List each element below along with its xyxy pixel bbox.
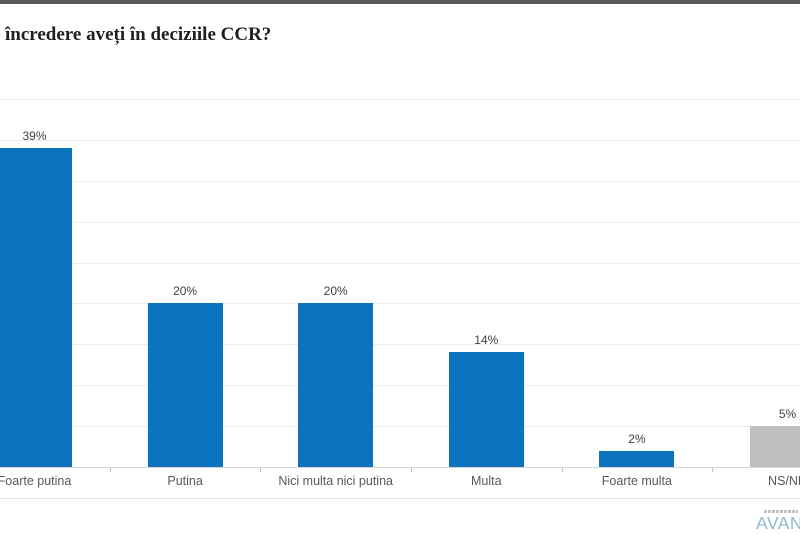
category-label-multa: Multa (471, 474, 502, 488)
gridline-30pct (0, 222, 800, 223)
bar-value-label-putina: 20% (173, 284, 198, 299)
logo-caption (764, 510, 798, 513)
avangarde-logo: AVAN (756, 508, 800, 534)
x-axis-tick (411, 468, 412, 472)
gridline-40pct (0, 140, 800, 141)
category-label-ns-nr: NS/NR (768, 474, 800, 488)
top-edge-strip (0, 0, 800, 4)
gridline-25pct (0, 263, 800, 264)
category-label-putina: Putina (167, 474, 203, 488)
gridline-45pct (0, 99, 800, 100)
bar-value-label-foarte-multa: 2% (628, 431, 646, 446)
bar-value-label-foarte-putina: 39% (22, 128, 47, 143)
x-axis-tick (110, 468, 111, 472)
bar-value-label-nici-multa-nici-putina: 20% (323, 284, 348, 299)
gridline-20pct (0, 303, 800, 304)
category-label-foarte-multa: Foarte multa (601, 474, 672, 488)
logo-text: AVAN (756, 513, 800, 533)
bar-ns-nr (750, 426, 800, 467)
x-axis-tick (562, 468, 563, 472)
bar-foarte-multa (599, 450, 675, 467)
bar-putina (147, 303, 223, 467)
gridline-35pct (0, 181, 800, 182)
chart-bottom-border (0, 498, 800, 499)
category-label-nici-multa-nici-putina: Nici multa nici putina (278, 474, 393, 488)
bar-nici-multa-nici-putina (298, 303, 374, 467)
bar-multa (448, 352, 524, 467)
bar-foarte-putina (0, 147, 72, 467)
gridline-10pct (0, 385, 800, 386)
x-axis-tick (260, 468, 261, 472)
bar-value-label-multa: 14% (474, 333, 499, 348)
chart-title: încredere aveți în deciziile CCR? (5, 24, 272, 45)
x-axis-line (0, 467, 800, 468)
x-axis-tick (712, 468, 713, 472)
gridline-15pct (0, 344, 800, 345)
category-label-foarte-putina: Foarte putina (0, 474, 72, 488)
gridline-5pct (0, 426, 800, 427)
bar-value-label-ns-nr: 5% (778, 407, 797, 422)
